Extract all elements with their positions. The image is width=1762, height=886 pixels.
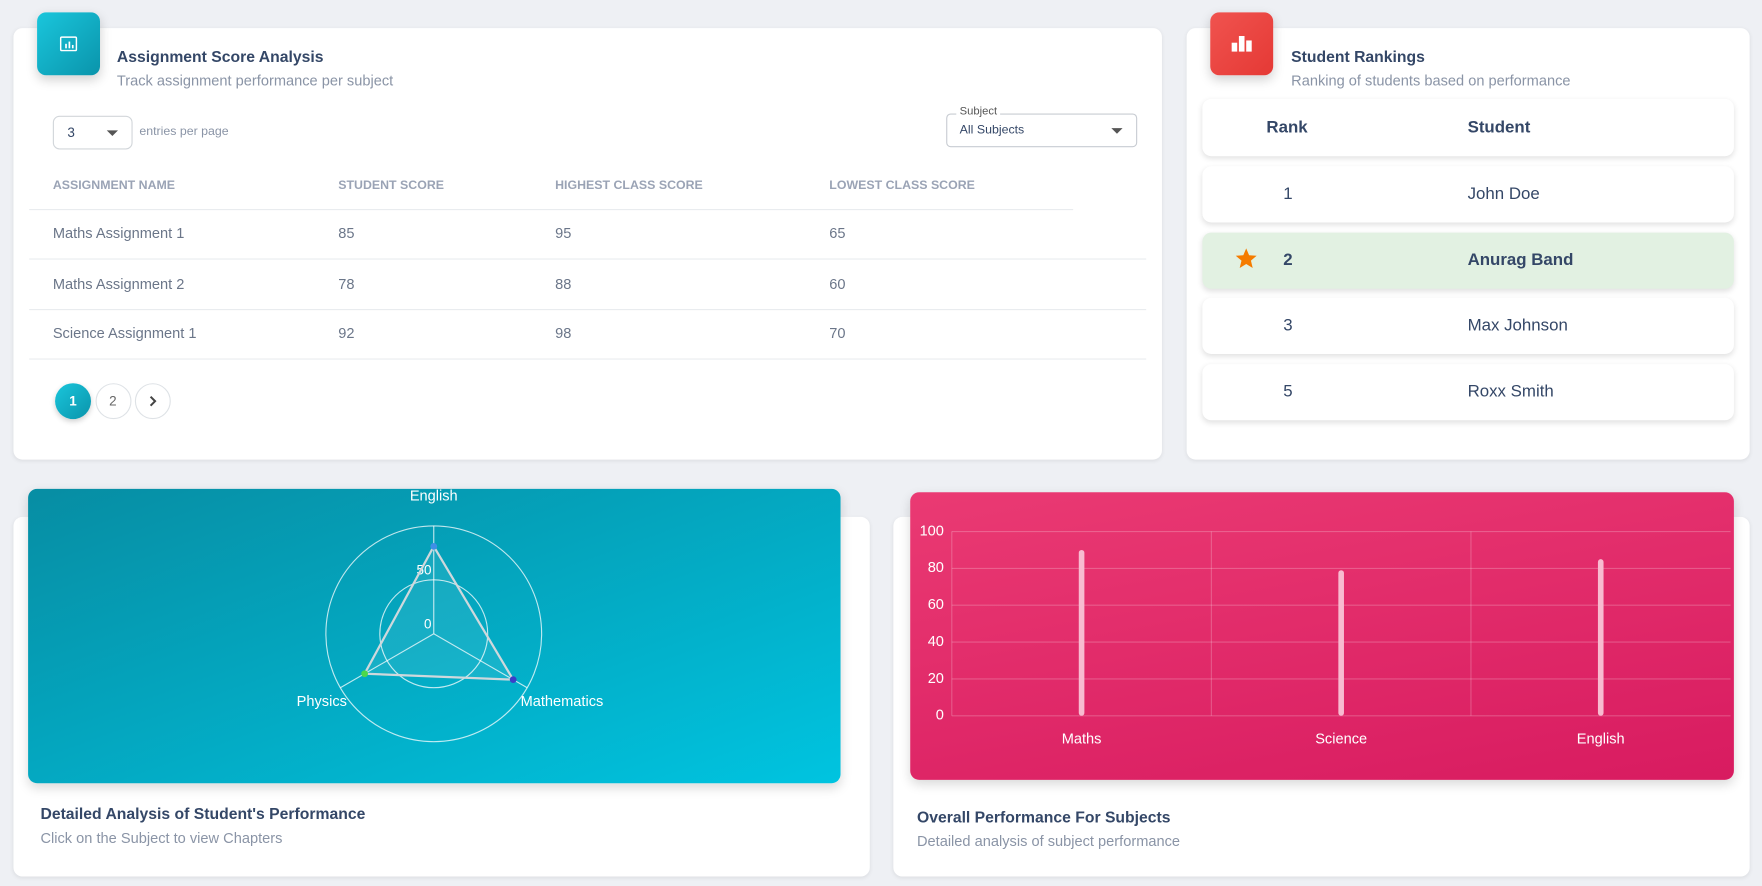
bar[interactable] (1078, 549, 1085, 716)
rankings-header: Rank Student (1202, 98, 1734, 157)
table-cell: 78 (338, 274, 355, 292)
star (1235, 247, 1257, 268)
table-cell: 92 (338, 324, 355, 342)
table-cell: 70 (829, 324, 846, 342)
star-icon (1235, 247, 1257, 275)
table-cell: 88 (555, 274, 572, 292)
icon-glyph (59, 36, 78, 52)
rank-number: 1 (1283, 184, 1293, 204)
radar-spoke (340, 633, 435, 689)
chevron (149, 395, 157, 407)
card-title: Detailed Analysis of Student's Performan… (40, 804, 366, 823)
radar-tick-label: 50 (417, 562, 432, 577)
radar-area (362, 544, 516, 681)
y-tick-label: 80 (928, 560, 944, 576)
x-tick-label: Science (1315, 731, 1367, 747)
y-tick-label: 100 (920, 523, 944, 539)
page-button[interactable]: 1 (55, 383, 92, 420)
rank-number: 5 (1283, 382, 1293, 402)
table-cell: 95 (555, 224, 572, 242)
column-header: STUDENT SCORE (338, 178, 445, 193)
entries-label: entries per page (139, 124, 229, 139)
y-tick-label: 20 (928, 671, 944, 687)
radar-category-label[interactable]: Mathematics (521, 694, 604, 710)
card-subtitle: Click on the Subject to view Chapters (40, 829, 283, 847)
table-cell: Science Assignment 1 (52, 324, 197, 342)
table-cell: 98 (555, 324, 572, 342)
table-cell: 85 (338, 224, 355, 242)
table-cell: Maths Assignment 1 (52, 224, 185, 242)
table-cell: 65 (829, 224, 846, 242)
card-subtitle: Track assignment performance per subject (116, 71, 394, 89)
header-divider (29, 209, 1074, 211)
card-subtitle: Ranking of students based on performance (1291, 71, 1571, 89)
row-divider (29, 308, 1147, 310)
student-name: Max Johnson (1467, 316, 1568, 336)
rank-number: 3 (1283, 316, 1293, 336)
assignment-icon (37, 12, 101, 76)
card-title: Assignment Score Analysis (116, 47, 324, 66)
radar-category-label[interactable]: Physics (297, 694, 347, 710)
bar-panel (910, 492, 1734, 780)
ranking-row[interactable]: 1 John Doe (1202, 166, 1734, 223)
bar[interactable] (1338, 570, 1344, 716)
entries-value: 3 (67, 124, 75, 141)
bar[interactable] (1597, 559, 1604, 716)
row-divider (29, 258, 1147, 260)
student-name: John Doe (1467, 184, 1540, 204)
card-subtitle: Detailed analysis of subject performance (916, 832, 1181, 850)
y-tick-label: 0 (936, 708, 944, 724)
student-name: Anurag Band (1467, 250, 1574, 270)
radar-point (430, 543, 438, 550)
rankings-icon (1210, 12, 1274, 76)
card-title: Overall Performance For Subjects (916, 807, 1171, 826)
page-button[interactable]: 2 (94, 383, 131, 420)
x-tick-label: Maths (1062, 731, 1102, 747)
y-tick-label: 40 (928, 634, 944, 650)
dropdown-arrow (1111, 128, 1123, 134)
radar-tick-label: 0 (424, 616, 431, 631)
column-header: LOWEST CLASS SCORE (829, 178, 975, 193)
next-page-button[interactable] (134, 383, 171, 420)
ranking-row[interactable]: 5 Roxx Smith (1202, 364, 1734, 421)
filter-value: All Subjects (959, 123, 1025, 138)
column-header: HIGHEST CLASS SCORE (555, 178, 703, 193)
column-header: Rank (1266, 117, 1308, 138)
radar-point (509, 676, 517, 683)
rank-number: 2 (1283, 250, 1293, 270)
card-title: Student Rankings (1291, 47, 1425, 66)
assignment-card (13, 28, 1162, 460)
table-cell: Maths Assignment 2 (52, 274, 185, 292)
filter-label: Subject (956, 105, 1001, 118)
student-name: Roxx Smith (1467, 382, 1554, 402)
x-tick-label: English (1577, 731, 1625, 747)
icon-glyph (1231, 35, 1252, 52)
entries-select[interactable]: 3 (52, 115, 133, 150)
column-header: Student (1467, 117, 1531, 138)
y-tick-label: 60 (928, 597, 944, 613)
dropdown-arrow (106, 130, 118, 136)
radar-category-label[interactable]: English (410, 489, 458, 505)
table-cell: 60 (829, 274, 846, 292)
row-divider (29, 358, 1147, 360)
radar-point (361, 670, 368, 678)
ranking-row[interactable]: 3 Max Johnson (1202, 298, 1734, 355)
ranking-row[interactable]: 2 Anurag Band (1202, 232, 1734, 289)
subject-filter[interactable]: Subject All Subjects (946, 105, 1138, 148)
column-header: ASSIGNMENT NAME (52, 178, 176, 193)
